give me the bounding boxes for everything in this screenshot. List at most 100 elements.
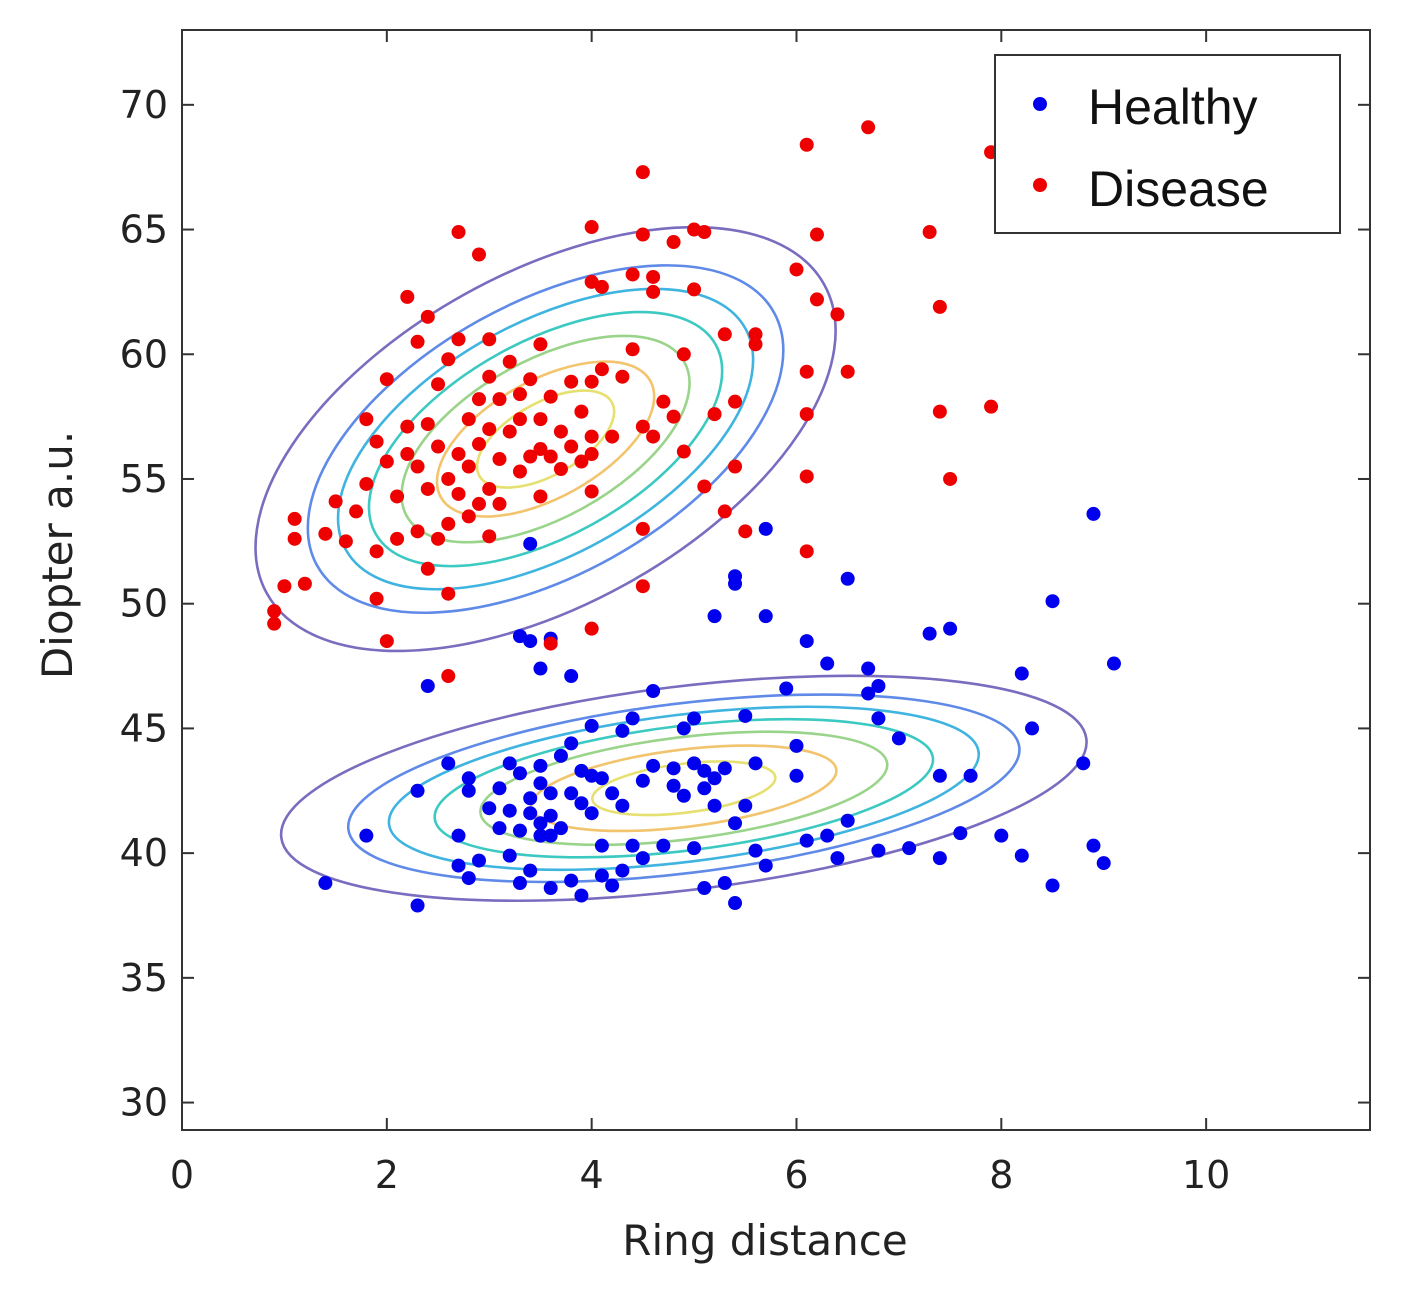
data-point-healthy [625, 711, 640, 726]
data-point-disease [277, 579, 292, 594]
data-point-disease [349, 504, 364, 519]
data-point-disease [984, 399, 999, 414]
data-point-healthy [871, 711, 886, 726]
data-point-disease [932, 299, 947, 314]
data-points [267, 120, 1121, 913]
contour-ring [346, 693, 1021, 884]
data-point-healthy [871, 843, 886, 858]
data-point-healthy [1086, 506, 1101, 521]
data-point-healthy [676, 788, 691, 803]
data-point-disease [379, 454, 394, 469]
data-point-disease [431, 377, 446, 392]
data-point-disease [482, 529, 497, 544]
data-point-disease [451, 486, 466, 501]
series-healthy [318, 506, 1121, 913]
data-point-healthy [1096, 856, 1111, 871]
data-point-healthy [871, 679, 886, 694]
data-point-healthy [1045, 878, 1060, 893]
data-point-healthy [584, 718, 599, 733]
data-point-disease [584, 374, 599, 389]
data-point-disease [666, 409, 681, 424]
data-point-healthy [543, 828, 558, 843]
data-point-healthy [492, 781, 507, 796]
data-point-healthy [574, 888, 589, 903]
data-point-disease [420, 561, 435, 576]
data-point-healthy [748, 843, 763, 858]
data-point-healthy [594, 838, 609, 853]
data-point-disease [676, 347, 691, 362]
data-point-disease [707, 407, 722, 422]
data-point-healthy [584, 806, 599, 821]
data-point-healthy [441, 756, 456, 771]
data-point-healthy [523, 791, 538, 806]
data-point-disease [799, 469, 814, 484]
contour-ring [367, 310, 724, 568]
data-point-disease [482, 332, 497, 347]
axis-ticks: 0 2 4 6 8 10 30 35 40 45 50 55 60 65 70 [120, 30, 1370, 1197]
data-point-healthy [594, 868, 609, 883]
data-point-disease [502, 424, 517, 439]
data-point-healthy [635, 773, 650, 788]
data-point-disease [461, 459, 476, 474]
data-point-disease [482, 422, 497, 437]
data-point-disease [646, 284, 661, 299]
data-point-disease [533, 442, 548, 457]
data-point-disease [461, 412, 476, 427]
data-point-healthy [451, 828, 466, 843]
data-point-healthy [717, 876, 732, 891]
data-point-healthy [840, 571, 855, 586]
data-point-healthy [461, 871, 476, 886]
contour-ring [400, 334, 691, 544]
data-point-healthy [728, 896, 743, 911]
data-point-healthy [502, 756, 517, 771]
data-point-disease [287, 511, 302, 526]
legend-marker-disease [1033, 178, 1047, 192]
x-tick-label: 0 [170, 1153, 194, 1197]
data-point-healthy [728, 816, 743, 831]
data-point-disease [492, 496, 507, 511]
data-point-disease [861, 120, 876, 135]
series-disease [267, 120, 999, 684]
data-point-healthy [594, 771, 609, 786]
data-point-healthy [553, 748, 568, 763]
data-point-healthy [523, 806, 538, 821]
contour-ring [306, 264, 785, 615]
data-point-disease [584, 447, 599, 462]
data-point-disease [574, 404, 589, 419]
data-point-disease [584, 621, 599, 636]
x-tick-label: 2 [375, 1153, 399, 1197]
data-point-healthy [697, 763, 712, 778]
data-point-healthy [1076, 756, 1091, 771]
data-point-healthy [1025, 721, 1040, 736]
data-point-healthy [932, 768, 947, 783]
data-point-disease [564, 439, 579, 454]
data-point-healthy [523, 536, 538, 551]
data-point-disease [738, 524, 753, 539]
data-point-disease [369, 544, 384, 559]
data-point-disease [594, 279, 609, 294]
contour-ring [479, 730, 889, 847]
data-point-disease [390, 531, 405, 546]
data-point-healthy [543, 786, 558, 801]
data-point-healthy [707, 771, 722, 786]
data-point-healthy [564, 873, 579, 888]
data-point-healthy [666, 761, 681, 776]
data-point-healthy [922, 626, 937, 641]
data-point-disease [461, 509, 476, 524]
data-point-disease [625, 267, 640, 282]
data-point-disease [492, 452, 507, 467]
data-point-healthy [707, 609, 722, 624]
data-point-disease [369, 591, 384, 606]
data-point-disease [789, 262, 804, 277]
legend-label-healthy: Healthy [1088, 79, 1258, 135]
data-point-disease [809, 292, 824, 307]
data-point-disease [420, 309, 435, 324]
data-point-disease [379, 372, 394, 387]
data-point-healthy [799, 634, 814, 649]
data-point-healthy [605, 786, 620, 801]
data-point-disease [748, 327, 763, 342]
plot-frame [181, 29, 1371, 1131]
data-point-disease [943, 471, 958, 486]
y-tick-label: 70 [120, 83, 168, 127]
data-point-healthy [605, 878, 620, 893]
